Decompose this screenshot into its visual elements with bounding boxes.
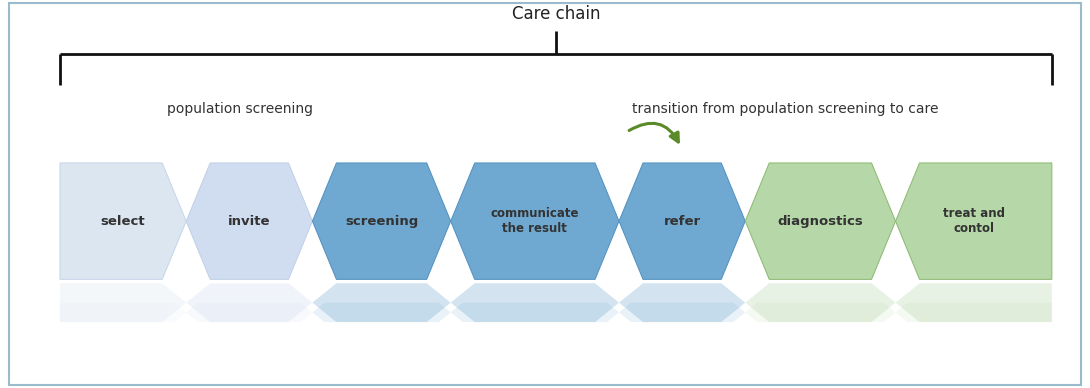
Text: Care chain: Care chain: [511, 5, 601, 23]
Text: invite: invite: [228, 215, 270, 228]
Text: select: select: [100, 215, 145, 228]
Polygon shape: [60, 303, 186, 322]
Text: communicate
the result: communicate the result: [490, 207, 579, 235]
Polygon shape: [313, 163, 450, 279]
Polygon shape: [60, 283, 186, 322]
Polygon shape: [746, 283, 896, 322]
Text: transition from population screening to care: transition from population screening to …: [631, 102, 938, 116]
Text: diagnostics: diagnostics: [777, 215, 863, 228]
Polygon shape: [313, 303, 450, 322]
Polygon shape: [619, 283, 746, 322]
Polygon shape: [896, 303, 1052, 322]
Text: population screening: population screening: [167, 102, 313, 116]
Text: refer: refer: [664, 215, 701, 228]
Polygon shape: [450, 283, 619, 322]
Polygon shape: [450, 303, 619, 322]
FancyArrowPatch shape: [629, 123, 678, 142]
Polygon shape: [746, 303, 896, 322]
Text: treat and
contol: treat and contol: [943, 207, 1005, 235]
Polygon shape: [186, 303, 313, 322]
Polygon shape: [619, 163, 746, 279]
Polygon shape: [746, 163, 896, 279]
Polygon shape: [896, 163, 1052, 279]
Polygon shape: [896, 283, 1052, 322]
Polygon shape: [186, 283, 313, 322]
Polygon shape: [313, 283, 450, 322]
Polygon shape: [60, 163, 186, 279]
Polygon shape: [450, 163, 619, 279]
Text: screening: screening: [344, 215, 419, 228]
Polygon shape: [186, 163, 313, 279]
Polygon shape: [619, 303, 746, 322]
